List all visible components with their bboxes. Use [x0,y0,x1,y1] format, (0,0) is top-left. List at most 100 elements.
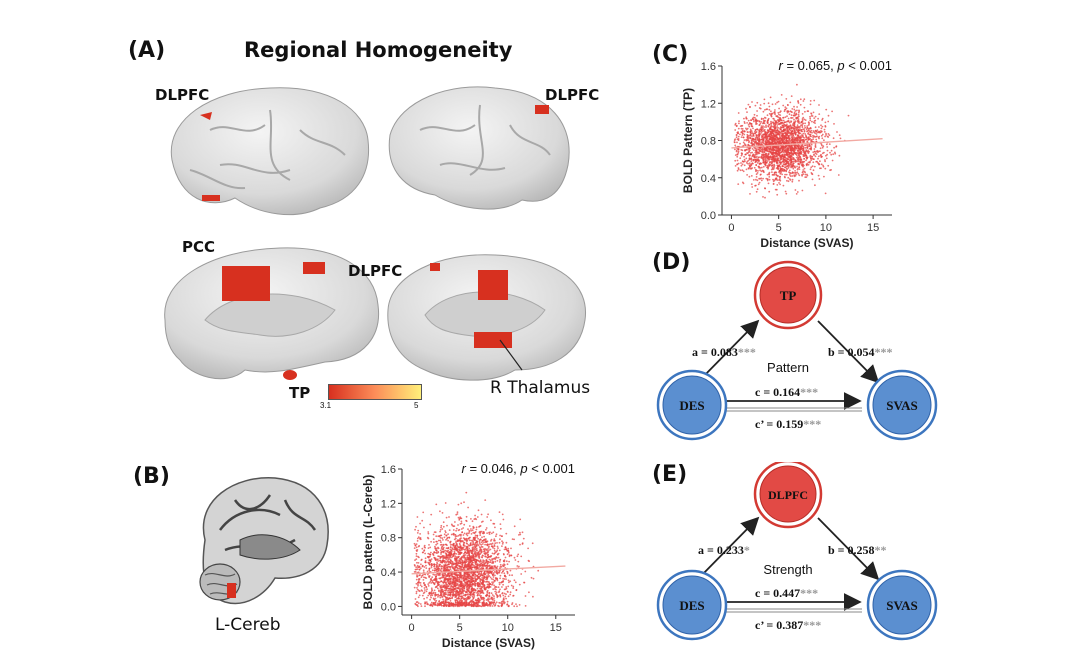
scatter-point [424,584,426,587]
scatter-point [445,586,447,589]
scatter-point [756,156,758,158]
panel-c-label: (C) [652,42,689,67]
scatter-point [472,583,474,586]
scatter-point [506,563,509,566]
scatter-point [737,132,739,135]
scatter-point [779,161,781,164]
scatter-point [802,165,804,168]
scatter-point [437,565,440,568]
scatter-point [488,595,491,598]
scatter-point [495,586,498,588]
scatter-point [486,548,489,550]
trend-line [411,565,566,575]
scatter-point [429,523,432,526]
scatter-point [474,551,477,553]
scatter-point [490,555,493,557]
scatter-point [462,594,465,597]
scatter-point [795,153,797,156]
scatter-point [483,535,485,538]
scatter-point [803,154,805,156]
scatter-point [458,517,461,520]
scatter-point [469,593,472,596]
scatter-point [473,579,475,582]
scatter-point [416,561,418,564]
scatter-point [745,127,747,130]
scatter-point [468,581,471,583]
scatter-point [823,175,825,178]
scatter-point [446,524,448,527]
scatter-point [754,161,757,164]
scatter-point [779,163,782,165]
scatter-point [427,583,430,585]
scatter-point [825,134,827,136]
scatter-point [486,562,489,565]
scatter-point [490,571,493,574]
scatter-point [455,557,458,560]
scatter-point [417,602,420,605]
scatter-point [524,595,527,597]
scatter-point [420,563,422,566]
scatter-point [824,160,826,163]
scatter-point [491,582,494,585]
scatter-point [435,503,438,506]
scatter-point [482,597,484,599]
scatter-point [468,557,471,560]
scatter-point [463,604,466,607]
y-tick-label: 0.8 [381,533,396,545]
scatter-point [510,584,513,587]
scatter-point [466,554,469,557]
scatter-point [513,605,516,608]
scatter-point [457,562,459,565]
scatter-point [494,526,496,529]
scatter-point [479,596,482,598]
scatter-point [801,119,804,122]
scatter-point [745,148,748,151]
scatter-point [439,596,442,599]
scatter-point [458,590,461,593]
scatter-point [475,563,477,566]
scatter-point [770,168,773,171]
scatter-point [430,540,432,543]
activation-dlpfc-right [535,105,549,114]
scatter-point [458,572,461,575]
scatter-point [445,534,448,537]
scatter-point [422,569,425,572]
scatter-point [745,168,748,171]
scatter-point [496,579,499,582]
scatter-point [444,573,447,576]
scatter-point [446,583,448,586]
scatter-point [479,534,482,536]
scatter-point [494,542,497,545]
scatter-point [415,601,418,604]
scatter-point [487,564,490,567]
scatter-point [464,551,466,554]
scatter-point [435,540,438,543]
scatter-point [425,564,427,567]
scatter-point [507,585,510,588]
scatter-point [738,122,740,125]
scatter-point [466,575,468,578]
scatter-point [429,546,432,549]
scatter-point [755,143,758,146]
activation-dlpfc-medial-left [303,262,325,274]
scatter-point [507,591,509,593]
scatter-point [464,575,466,578]
scatter-point [447,549,450,552]
scatter-point [417,582,419,584]
scatter-point [496,595,499,597]
scatter-point [424,557,427,560]
scatter-point [756,137,758,139]
scatter-point [453,580,455,583]
scatter-point [416,550,418,552]
scatter-point [524,570,527,573]
scatter-point [450,552,453,554]
scatter-point [456,566,459,569]
scatter-point [433,599,436,601]
scatter-point [444,555,447,558]
scatter-point [421,564,424,567]
scatter-point [455,548,458,551]
scatter-point [437,596,439,598]
scatter-point [459,538,461,540]
scatter-point [486,576,489,579]
scatter-point [441,565,443,568]
